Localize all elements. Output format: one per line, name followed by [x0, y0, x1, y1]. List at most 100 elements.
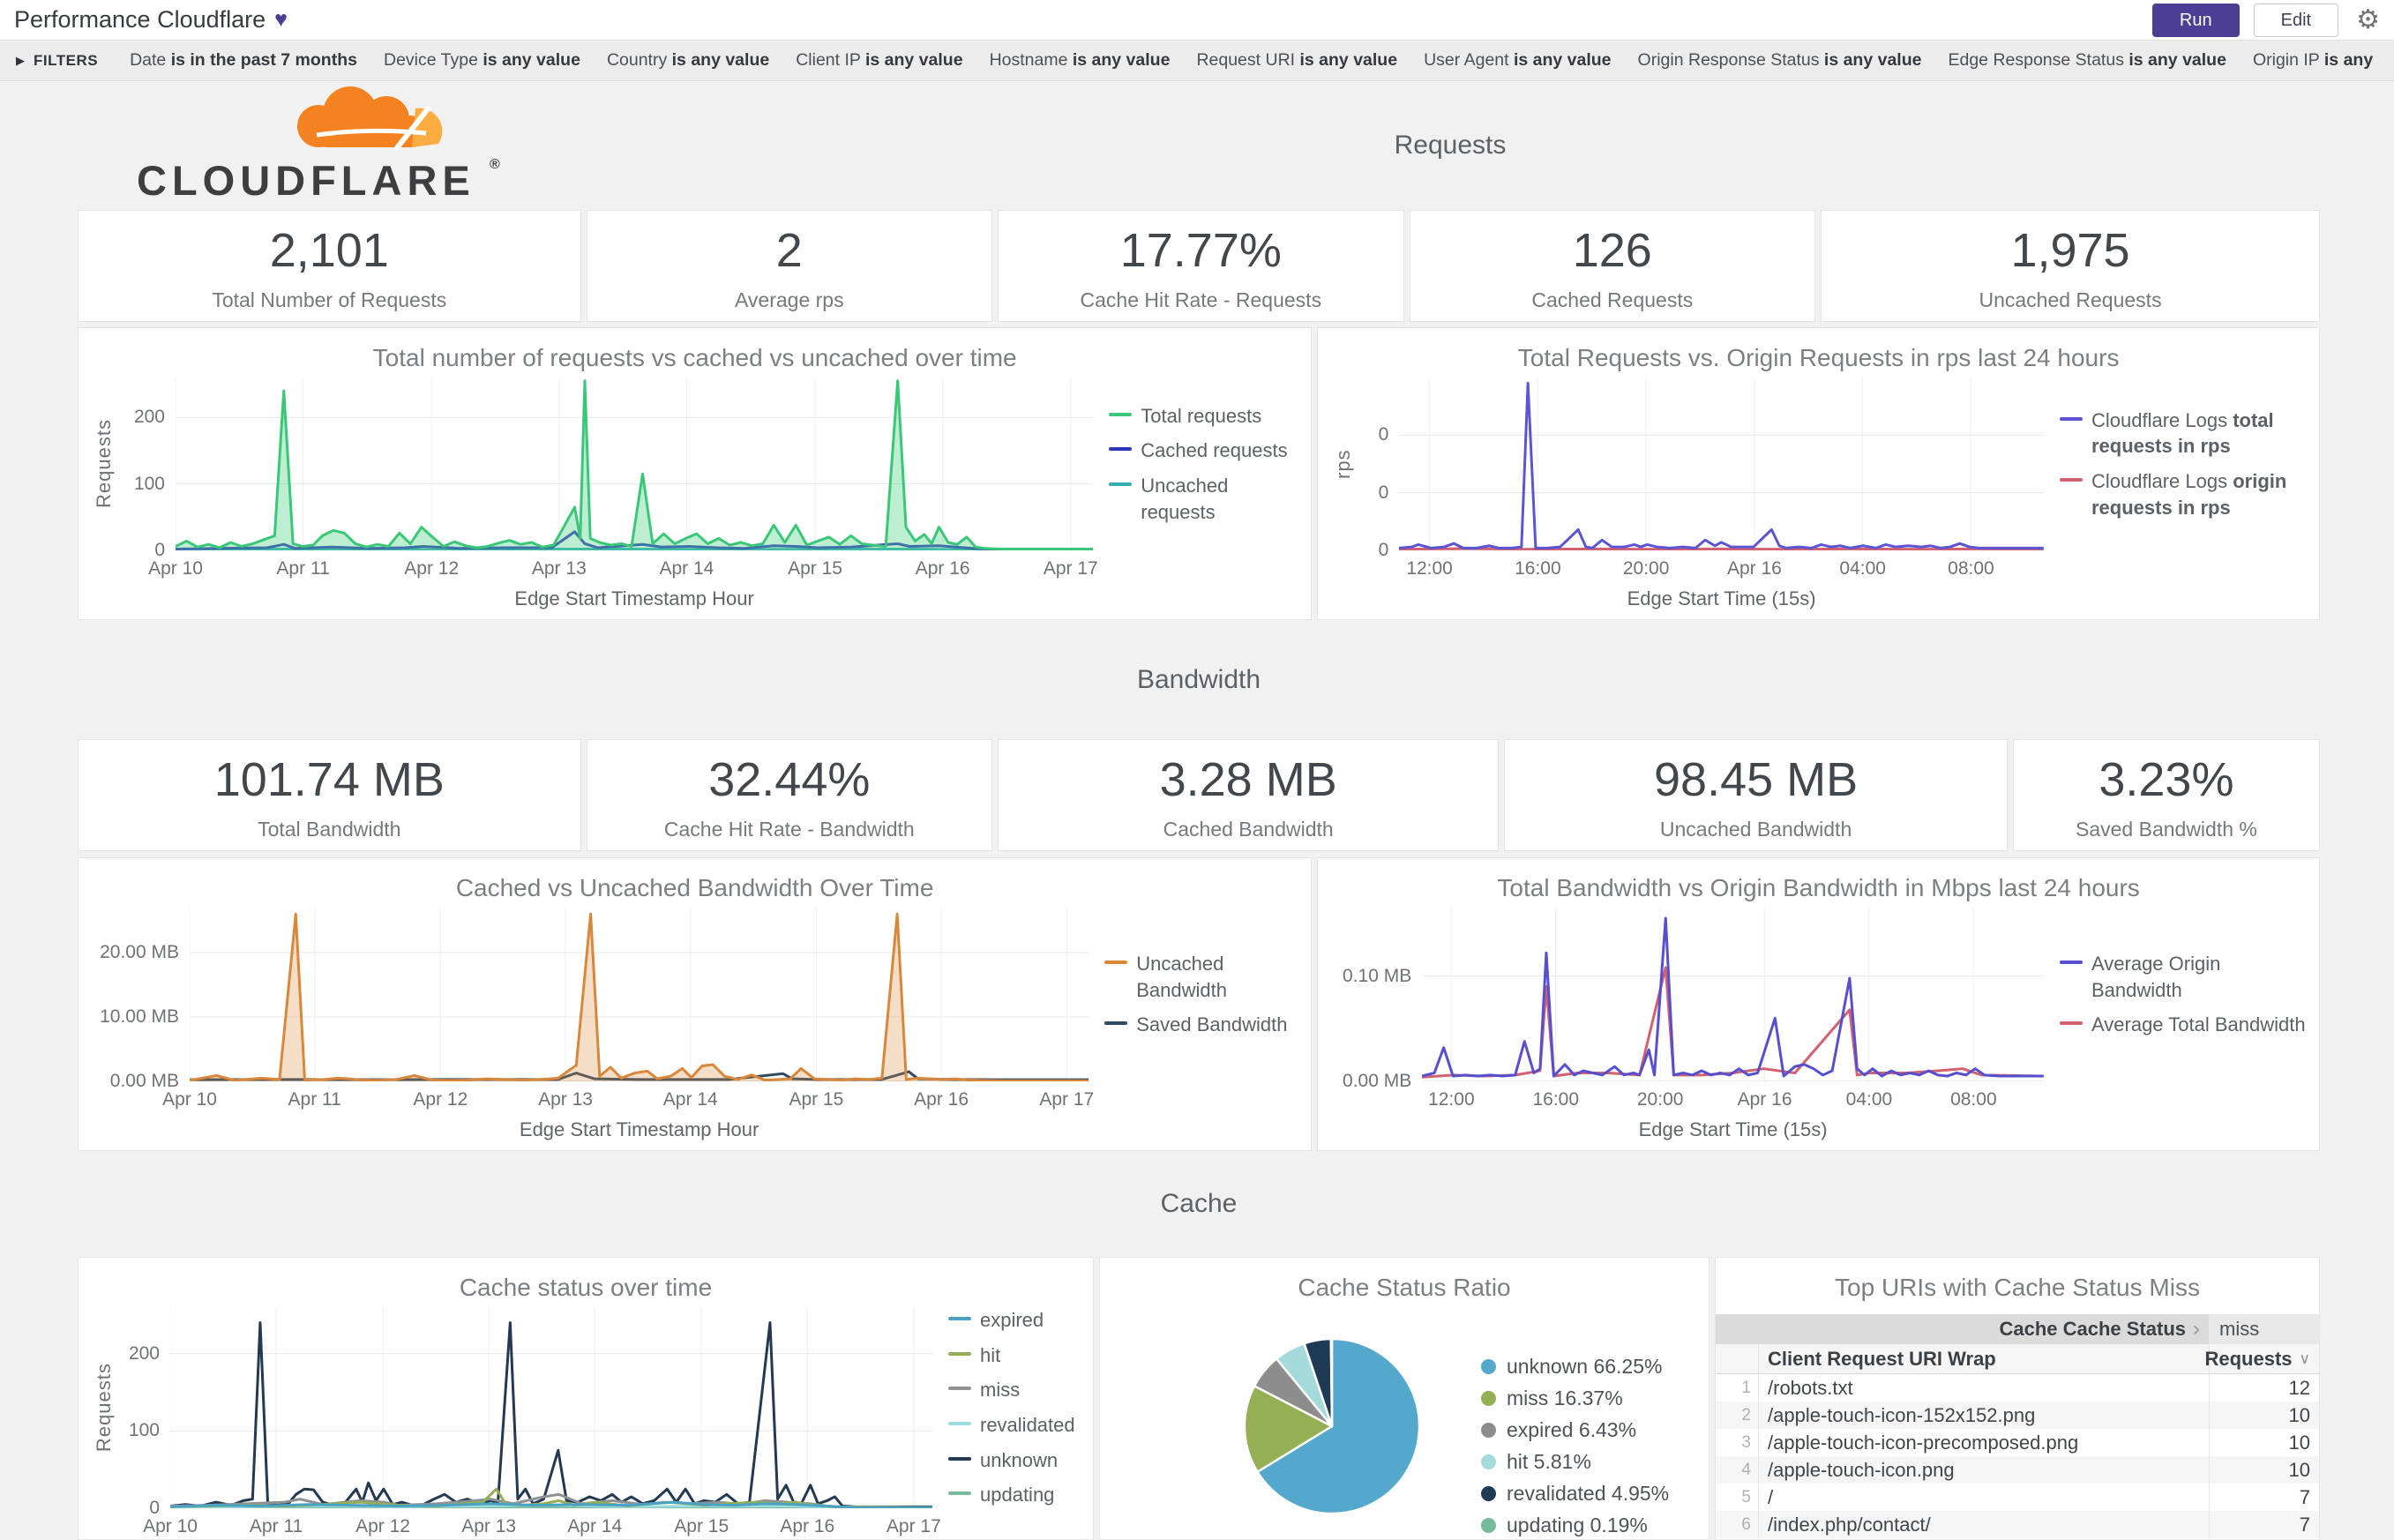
cell-uri[interactable]: /apple-touch-icon-precomposed.png [1758, 1429, 2209, 1456]
row-number: 4 [1741, 1460, 1751, 1479]
legend-item-revalidated[interactable]: revalidated [948, 1412, 1082, 1439]
pivot-band: Cache Cache Status › miss [1716, 1314, 2319, 1344]
pie-legend-item-expired[interactable]: expired 6.43% [1481, 1418, 1669, 1442]
plot-area[interactable] [190, 908, 1089, 1081]
filter-edge-response-status[interactable]: Edge Response Status is any value [1948, 50, 2226, 70]
cell-uri[interactable]: /apple-touch-icon-152x152.png [1758, 1402, 2209, 1429]
legend-item-average-origin-bandwidth[interactable]: Average Origin Bandwidth [2060, 951, 2308, 1003]
plot-area[interactable] [1422, 908, 2044, 1081]
filter-request-uri[interactable]: Request URI is any value [1196, 50, 1398, 70]
kpi-value: 3.28 MB [1159, 753, 1337, 806]
filter-hostname[interactable]: Hostname is any value [989, 50, 1171, 70]
legend-item-uncached-bandwidth[interactable]: Uncached Bandwidth [1104, 951, 1300, 1003]
cell-requests[interactable]: 10 [2209, 1402, 2319, 1429]
run-button[interactable]: Run [2151, 3, 2240, 37]
filter-origin-response-status[interactable]: Origin Response Status is any value [1637, 50, 1922, 70]
pie-slice-updating[interactable] [1329, 1337, 1334, 1428]
kpi-label: Total Bandwidth [258, 818, 401, 841]
plot-area[interactable] [1399, 378, 2044, 550]
cache-ratio-pie[interactable] [1241, 1335, 1423, 1537]
x-tick: Apr 10 [148, 558, 203, 579]
cell-uri[interactable]: / [1758, 1484, 2209, 1511]
x-tick: Apr 11 [276, 558, 330, 579]
table-row[interactable]: 3/apple-touch-icon-precomposed.png 10 [1716, 1429, 2319, 1456]
table-row[interactable]: 1/robots.txt 12 [1716, 1374, 2319, 1402]
y-tick: 0.10 MB [1343, 965, 1412, 986]
legend-label: hit [980, 1343, 1001, 1366]
legend-item-origin-requests-in-rps[interactable]: Cloudflare Logs origin requests in rps [2060, 468, 2308, 520]
legend-label: Total requests [1141, 404, 1262, 427]
x-axis-title: Edge Start Timestamp Hour [514, 587, 754, 609]
kpi-label: Average rps [735, 288, 844, 311]
legend-item-uncached-requests[interactable]: Uncached requests [1109, 473, 1300, 525]
table-row[interactable]: 2/apple-touch-icon-152x152.png 10 [1716, 1402, 2319, 1429]
legend-swatch [948, 1456, 971, 1461]
requests-column-label: Requests [2204, 1347, 2293, 1370]
column-header-requests[interactable]: Requests ∨ [2205, 1344, 2319, 1373]
pivot-header[interactable]: Cache Cache Status › [1716, 1314, 2209, 1344]
x-tick: 16:00 [1532, 1089, 1580, 1110]
kpi-label: Cache Hit Rate - Requests [1080, 288, 1322, 311]
edit-button[interactable]: Edit [2253, 3, 2339, 37]
kpi-label: Cache Hit Rate - Bandwidth [663, 818, 915, 841]
legend-item-total-requests[interactable]: Total requests [1109, 403, 1300, 430]
legend-item-total-requests-in-rps[interactable]: Cloudflare Logs total requests in rps [2060, 407, 2308, 460]
pie-legend-item-unknown[interactable]: unknown 66.25% [1481, 1355, 1669, 1379]
cell-requests[interactable]: 7 [2209, 1511, 2319, 1538]
chart-title: Total Requests vs. Origin Requests in rp… [1517, 344, 2120, 371]
x-tick: Apr 16 [1726, 558, 1782, 579]
legend-swatch [1109, 447, 1133, 452]
legend-swatch [2060, 1021, 2083, 1026]
x-tick: Apr 14 [662, 1089, 718, 1110]
cell-uri[interactable]: /apple-touch-icon.png [1758, 1456, 2209, 1484]
pie-legend-item-revalidated[interactable]: revalidated 4.95% [1481, 1482, 1669, 1506]
plot-area[interactable] [176, 378, 1094, 550]
cell-requests[interactable]: 10 [2209, 1456, 2319, 1484]
chart-legend: Uncached Bandwidth Saved Bandwidth [1089, 908, 1300, 1081]
filters-expand-icon[interactable]: ▶ [16, 53, 25, 67]
pie-legend-item-miss[interactable]: miss 16.37% [1481, 1387, 1669, 1410]
legend-item-expired[interactable]: expired [948, 1307, 1082, 1334]
pie-legend-item-updating[interactable]: updating 0.19% [1481, 1514, 1669, 1537]
filter-device-type[interactable]: Device Type is any value [383, 50, 580, 70]
legend-item-cached-requests[interactable]: Cached requests [1109, 437, 1300, 464]
legend-label: expired 6.43% [1507, 1418, 1637, 1441]
x-tick: Apr 16 [1737, 1089, 1792, 1110]
x-tick: Apr 14 [659, 558, 714, 579]
legend-item-saved-bandwidth[interactable]: Saved Bandwidth [1104, 1012, 1300, 1038]
x-axis-ticks: Apr 10 Apr 11 Apr 12 Apr 13 Apr 14 Apr 15 Apr … [162, 1081, 1094, 1111]
kpi-total-bandwidth: 101.74 MB Total Bandwidth [78, 739, 581, 851]
chart-legend: expired hit miss revalidated unknown updating [932, 1307, 1082, 1508]
cell-requests[interactable]: 7 [2209, 1484, 2319, 1511]
pie-slice-unknown[interactable] [1256, 1337, 1421, 1515]
cell-requests[interactable]: 12 [2209, 1374, 2319, 1402]
table-row[interactable]: 5 /7 [1716, 1484, 2319, 1511]
pie-legend-item-hit[interactable]: hit 5.81% [1481, 1450, 1669, 1474]
pie-slice-miss[interactable] [1243, 1385, 1334, 1473]
filter-user-agent[interactable]: User Agent is any value [1424, 50, 1612, 70]
legend-item-average-total-bandwidth[interactable]: Average Total Bandwidth [2060, 1012, 2308, 1038]
legend-item-miss[interactable]: miss [948, 1377, 1082, 1403]
chart-legend: Average Origin Bandwidth Average Total Ba… [2044, 908, 2308, 1081]
filter-country[interactable]: Country is any value [606, 50, 770, 70]
table-row[interactable]: 4/apple-touch-icon.png 10 [1716, 1456, 2319, 1484]
chart-requests-over-time: Requests 0 100 200 Total requests Cached requ… [89, 378, 1300, 616]
plot-area[interactable] [170, 1307, 932, 1508]
gear-icon[interactable]: ⚙ [2356, 5, 2380, 34]
table-row[interactable]: 6/index.php/contact/7 [1716, 1511, 2319, 1538]
y-axis-title [89, 908, 98, 1081]
column-header-uri[interactable]: Client Request URI Wrap [1758, 1344, 2209, 1373]
legend-item-unknown[interactable]: unknown [948, 1447, 1082, 1474]
cell-requests[interactable]: 10 [2209, 1429, 2319, 1456]
filter-client-ip[interactable]: Client IP is any value [796, 50, 963, 70]
legend-item-updating[interactable]: updating [948, 1482, 1082, 1508]
y-tick: 0 [1378, 540, 1389, 560]
heart-icon: ♥ [274, 7, 288, 32]
x-axis-title: Edge Start Timestamp Hour [519, 1118, 759, 1140]
filter-origin-ip[interactable]: Origin IP is any value [2252, 50, 2378, 70]
legend-item-hit[interactable]: hit [948, 1342, 1082, 1369]
filter-date[interactable]: Date is in the past 7 months [130, 50, 357, 70]
cell-uri[interactable]: /robots.txt [1758, 1374, 2209, 1402]
cell-uri[interactable]: /index.php/contact/ [1758, 1511, 2209, 1538]
chart-title: Total number of requests vs cached vs un… [372, 344, 1017, 371]
